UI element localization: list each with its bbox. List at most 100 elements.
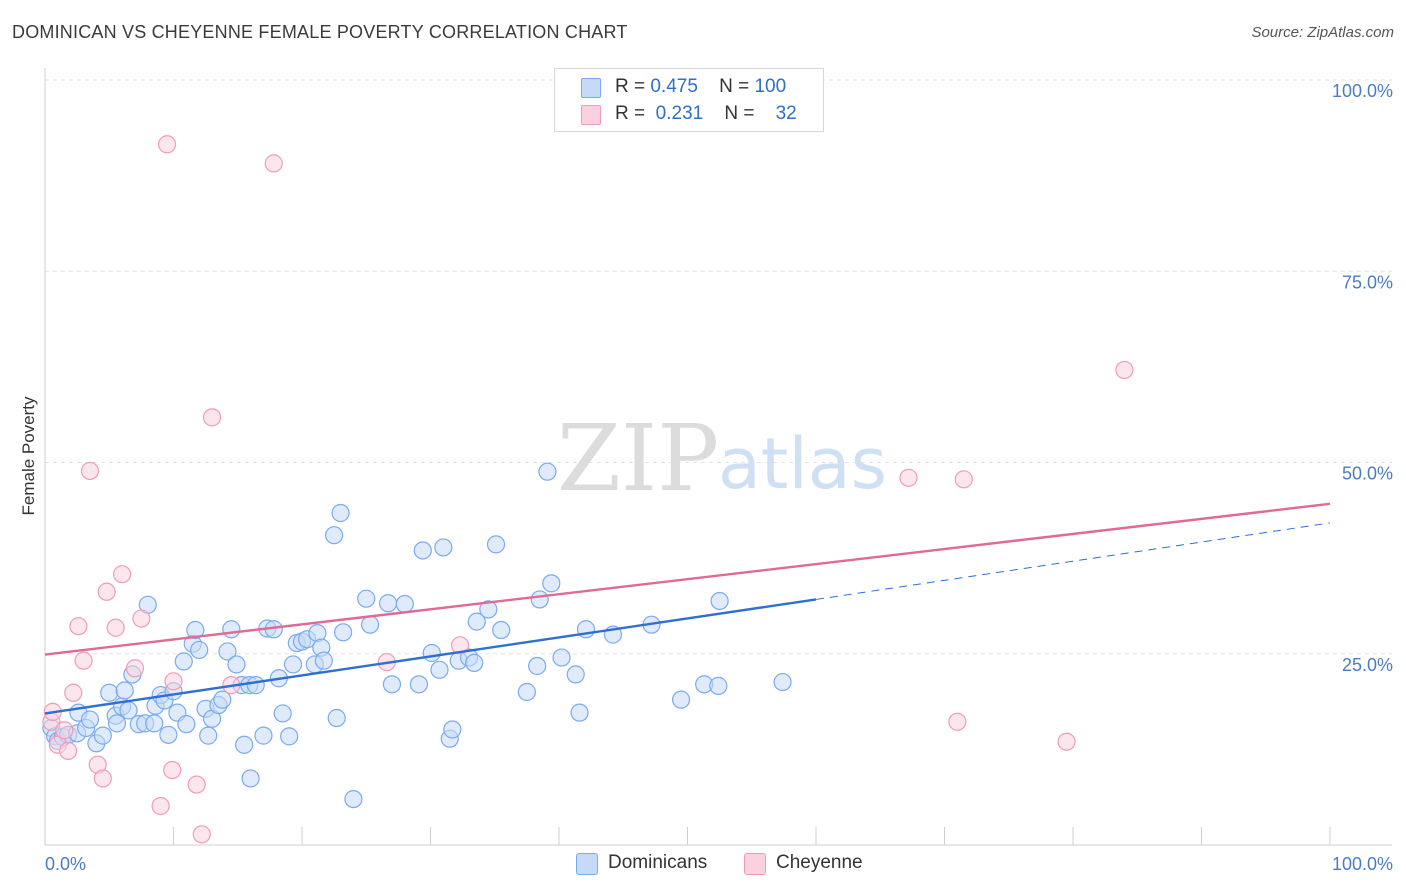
dominicans-point xyxy=(395,594,414,614)
dominicans-point xyxy=(709,676,728,695)
dominicans-point xyxy=(80,710,100,729)
cheyenne-point xyxy=(80,461,100,481)
x-tick-label-min: 0.0% xyxy=(45,854,86,874)
watermark-zip: ZIP xyxy=(557,405,719,512)
cheyenne-point xyxy=(450,636,470,655)
trend-lines xyxy=(44,502,1331,715)
dominicans-point xyxy=(486,535,506,554)
dominicans-point xyxy=(235,735,254,754)
bottom-legend-label: Dominicans xyxy=(608,852,708,873)
cheyenne-point xyxy=(192,825,211,844)
dominicans-point xyxy=(530,590,549,609)
dominicans-point xyxy=(159,725,178,744)
cheyenne-point xyxy=(948,712,967,731)
dominicans-point xyxy=(273,704,292,723)
dominicans-point xyxy=(177,715,196,734)
cheyenne-point xyxy=(264,154,283,173)
legend-row-dominicans: R = 0.475 N = 100 xyxy=(581,76,786,100)
chart-title: DOMINICAN VS CHEYENNE FEMALE POVERTY COR… xyxy=(12,22,628,42)
dominicans-point xyxy=(283,655,303,674)
cheyenne-point xyxy=(151,796,170,816)
legend-r-value: 0.475 xyxy=(650,76,698,97)
bottom-legend-swatch-blue xyxy=(576,853,598,875)
dominicans-trend-line xyxy=(44,598,817,715)
dominicans-point xyxy=(671,690,691,709)
y-tick-label: 100.0% xyxy=(1332,81,1393,101)
dominicans-point xyxy=(241,769,260,788)
dominicans-point xyxy=(443,720,462,739)
bottom-legend-swatch-pink xyxy=(744,853,766,875)
watermark: ZIP atlas xyxy=(557,405,887,512)
tick-labels: 25.0% 50.0% 75.0% 100.0% 0.0% 100.0% xyxy=(45,81,1393,874)
dominicans-point xyxy=(145,714,164,733)
cheyenne-point xyxy=(125,659,145,678)
dominicans-point xyxy=(115,681,134,700)
dominicans-point xyxy=(357,589,376,608)
dominicans-point xyxy=(413,541,432,560)
dominicans-point xyxy=(566,665,585,684)
cheyenne-point xyxy=(954,470,973,489)
dominicans-point xyxy=(570,703,589,722)
dominicans-point xyxy=(280,727,299,746)
dominicans-point xyxy=(325,526,344,545)
dominicans-point xyxy=(479,600,498,619)
dominicans-point xyxy=(542,574,561,593)
cheyenne-trend-line xyxy=(44,502,1331,656)
legend-n-label: N = xyxy=(724,103,755,124)
legend-swatch-blue xyxy=(581,78,601,98)
cheyenne-point xyxy=(163,760,182,780)
cheyenne-point xyxy=(69,617,88,636)
dominicans-point xyxy=(467,612,486,631)
dominicans-point xyxy=(710,591,729,611)
dominicans-point xyxy=(773,672,792,692)
legend-swatch-pink xyxy=(581,105,601,125)
dominicans-point xyxy=(528,656,547,676)
cheyenne-point xyxy=(97,582,116,601)
cheyenne-point xyxy=(74,651,93,670)
gridlines xyxy=(45,79,1392,655)
legend-r-label: R = xyxy=(615,103,646,124)
dominicans-point xyxy=(314,651,333,670)
dominicans-point xyxy=(227,655,246,674)
cheyenne-point xyxy=(157,135,177,154)
cheyenne-point xyxy=(64,683,83,702)
dominicans-point xyxy=(254,726,273,745)
dominicans-point xyxy=(361,615,380,634)
dominicans-point xyxy=(199,726,218,745)
dominicans-point xyxy=(107,714,127,733)
cheyenne-point xyxy=(106,618,125,637)
dominicans-point xyxy=(190,640,209,660)
y-tick-label: 75.0% xyxy=(1342,272,1393,292)
dominicans-point xyxy=(331,503,350,523)
correlation-legend: R = 0.475 N = 100 R = 0.231 N = 32 xyxy=(554,68,824,132)
dominicans-point xyxy=(174,652,193,671)
dominicans-point xyxy=(327,708,346,728)
y-tick-label: 25.0% xyxy=(1342,655,1393,675)
dominicans-point xyxy=(213,690,232,709)
cheyenne-point xyxy=(59,741,78,761)
cheyenne-point xyxy=(55,721,74,740)
cheyenne-point xyxy=(132,609,151,628)
dominicans-trend-extension xyxy=(815,522,1331,600)
dominicans-point xyxy=(100,683,119,702)
legend-n-value: 100 xyxy=(754,76,787,97)
data-points xyxy=(42,135,1134,844)
dominicans-point xyxy=(186,620,205,640)
cheyenne-point xyxy=(899,468,918,487)
dominicans-point xyxy=(517,682,536,702)
cheyenne-point xyxy=(202,408,222,427)
legend-n-value: 32 xyxy=(775,103,797,124)
legend-row-cheyenne: R = 0.231 N = 32 xyxy=(581,103,797,127)
dominicans-point xyxy=(552,648,571,667)
legend-r-label: R = xyxy=(615,76,646,97)
dominicans-point xyxy=(334,623,353,642)
legend-r-value: 0.231 xyxy=(655,103,704,124)
dominicans-point xyxy=(465,653,484,673)
dominicans-point xyxy=(222,620,241,639)
dominicans-point xyxy=(344,789,363,809)
bottom-legend-label: Cheyenne xyxy=(776,852,863,873)
cheyenne-point xyxy=(1057,732,1076,751)
cheyenne-point xyxy=(164,672,183,691)
dominicans-point xyxy=(93,726,112,745)
